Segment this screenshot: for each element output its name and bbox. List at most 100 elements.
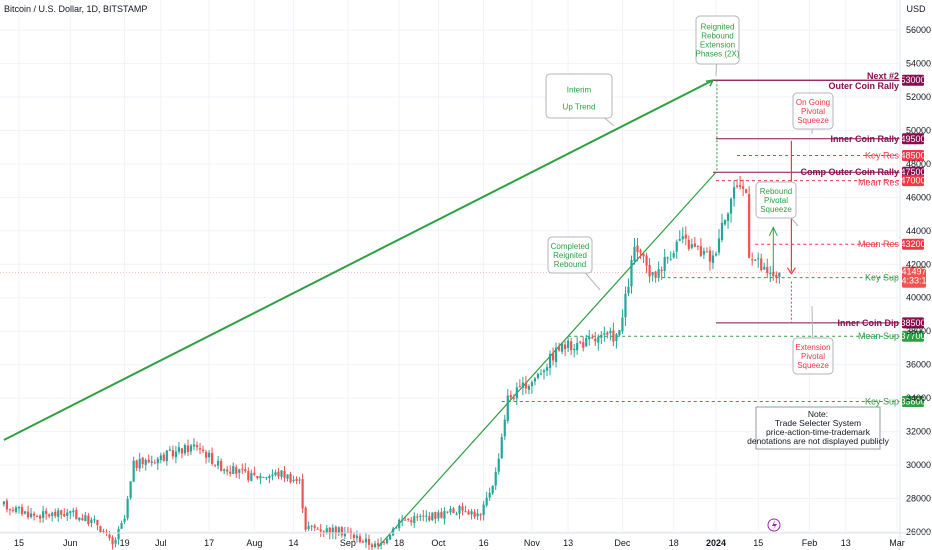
candle-body <box>636 245 639 253</box>
note-text: price-action-time-trademark <box>766 427 871 437</box>
candle-body <box>153 462 156 464</box>
candle-body <box>684 234 687 239</box>
candle-body <box>485 497 488 506</box>
price-tick-label: 52000 <box>906 92 931 102</box>
candle-body <box>745 189 748 193</box>
candle-body <box>232 466 235 474</box>
candle-body <box>503 419 506 437</box>
candle-body <box>618 330 621 336</box>
chart-grid <box>0 0 900 533</box>
candle-body <box>663 256 666 271</box>
price-tick-label: 50000 <box>906 125 931 135</box>
candle-body <box>32 513 36 516</box>
candle-body <box>256 475 259 479</box>
candle-body <box>609 330 612 334</box>
candle-body <box>422 515 425 517</box>
level-price-tag-text: 43200 <box>900 239 925 249</box>
price-axis: USD 26000 28000 30000 32000 34000 36000 38000 40… <box>899 0 931 550</box>
candle-body <box>443 510 446 519</box>
callout-text: Extension <box>795 343 830 352</box>
candle-body <box>557 346 561 351</box>
candle-body <box>696 245 699 247</box>
candle-body <box>319 529 322 532</box>
callout-box <box>792 92 834 130</box>
candle-body <box>630 260 633 287</box>
candle-body <box>482 504 485 516</box>
candle-body <box>615 334 618 341</box>
level-price-tag-text: 37700 <box>900 331 925 341</box>
callout-box <box>695 15 740 65</box>
candle-body <box>633 246 636 262</box>
time-tick-label: 13 <box>563 538 573 548</box>
candle-body <box>322 531 325 533</box>
time-tick-label: 17 <box>204 538 214 548</box>
candle-body <box>69 511 72 514</box>
candle-body <box>434 511 437 519</box>
candle-body <box>358 536 362 542</box>
candle-body <box>96 519 99 526</box>
callout-text: Reignited <box>553 251 587 260</box>
candle-body <box>87 515 90 525</box>
candle-body <box>180 448 184 454</box>
candle-body <box>14 507 18 512</box>
lightning-icon <box>767 518 781 532</box>
candle-body <box>370 544 374 548</box>
candle-body <box>376 543 380 546</box>
level-price-tag <box>902 166 924 178</box>
trendlines <box>3 79 717 548</box>
countdown-text: 14:33:10 <box>896 276 931 286</box>
candle-body <box>742 186 745 189</box>
candle-body <box>542 370 546 373</box>
level-price-tag <box>902 74 924 86</box>
candle-body <box>36 515 39 517</box>
candle-body <box>455 513 458 515</box>
candle-body <box>497 458 500 472</box>
candle-body <box>150 461 153 463</box>
candle-body <box>192 444 196 447</box>
candle-body <box>515 387 518 399</box>
candle-body <box>183 444 187 454</box>
candle-body <box>174 451 177 458</box>
candle-body <box>217 460 220 466</box>
candle-body <box>416 516 419 518</box>
candle-body <box>539 373 543 375</box>
candle-body <box>431 512 434 521</box>
level-price-tag <box>902 150 924 162</box>
candle-body <box>648 265 651 277</box>
candle-body <box>425 515 428 517</box>
candle-body <box>277 471 280 477</box>
candle-body <box>295 478 298 481</box>
candle-body <box>373 543 377 548</box>
price-tick-label: 40000 <box>906 293 931 303</box>
candle-body <box>723 220 727 225</box>
candle-body <box>340 527 343 536</box>
candle-body <box>129 481 132 498</box>
candle-body <box>81 518 84 521</box>
candle-body <box>467 511 470 515</box>
level-price-tag <box>902 395 924 407</box>
candle-body <box>114 539 117 544</box>
candle-body <box>693 243 696 247</box>
candle-body <box>494 471 497 486</box>
price-tick-label: 26000 <box>906 527 931 537</box>
note-text: Trade Selecter System <box>775 418 861 428</box>
time-tick-label: 19 <box>120 538 130 548</box>
level-name: Next #2 <box>867 71 899 81</box>
candle-body <box>582 342 585 348</box>
candle-body <box>473 511 476 517</box>
note-text: denotations are not displayed publicly <box>747 436 890 446</box>
candle-body <box>398 519 401 529</box>
candle-body <box>93 519 96 521</box>
candle-body <box>699 246 702 256</box>
candle-body <box>657 269 660 278</box>
candle-body <box>286 474 289 479</box>
candle-body <box>395 527 398 529</box>
candle-body <box>5 500 9 510</box>
candle-body <box>389 534 392 540</box>
price-tick-label: 54000 <box>906 58 931 68</box>
current-price-text: 41497 <box>901 267 926 277</box>
candle-body <box>678 239 681 241</box>
candle-body <box>117 528 120 540</box>
candle-body <box>627 286 630 294</box>
